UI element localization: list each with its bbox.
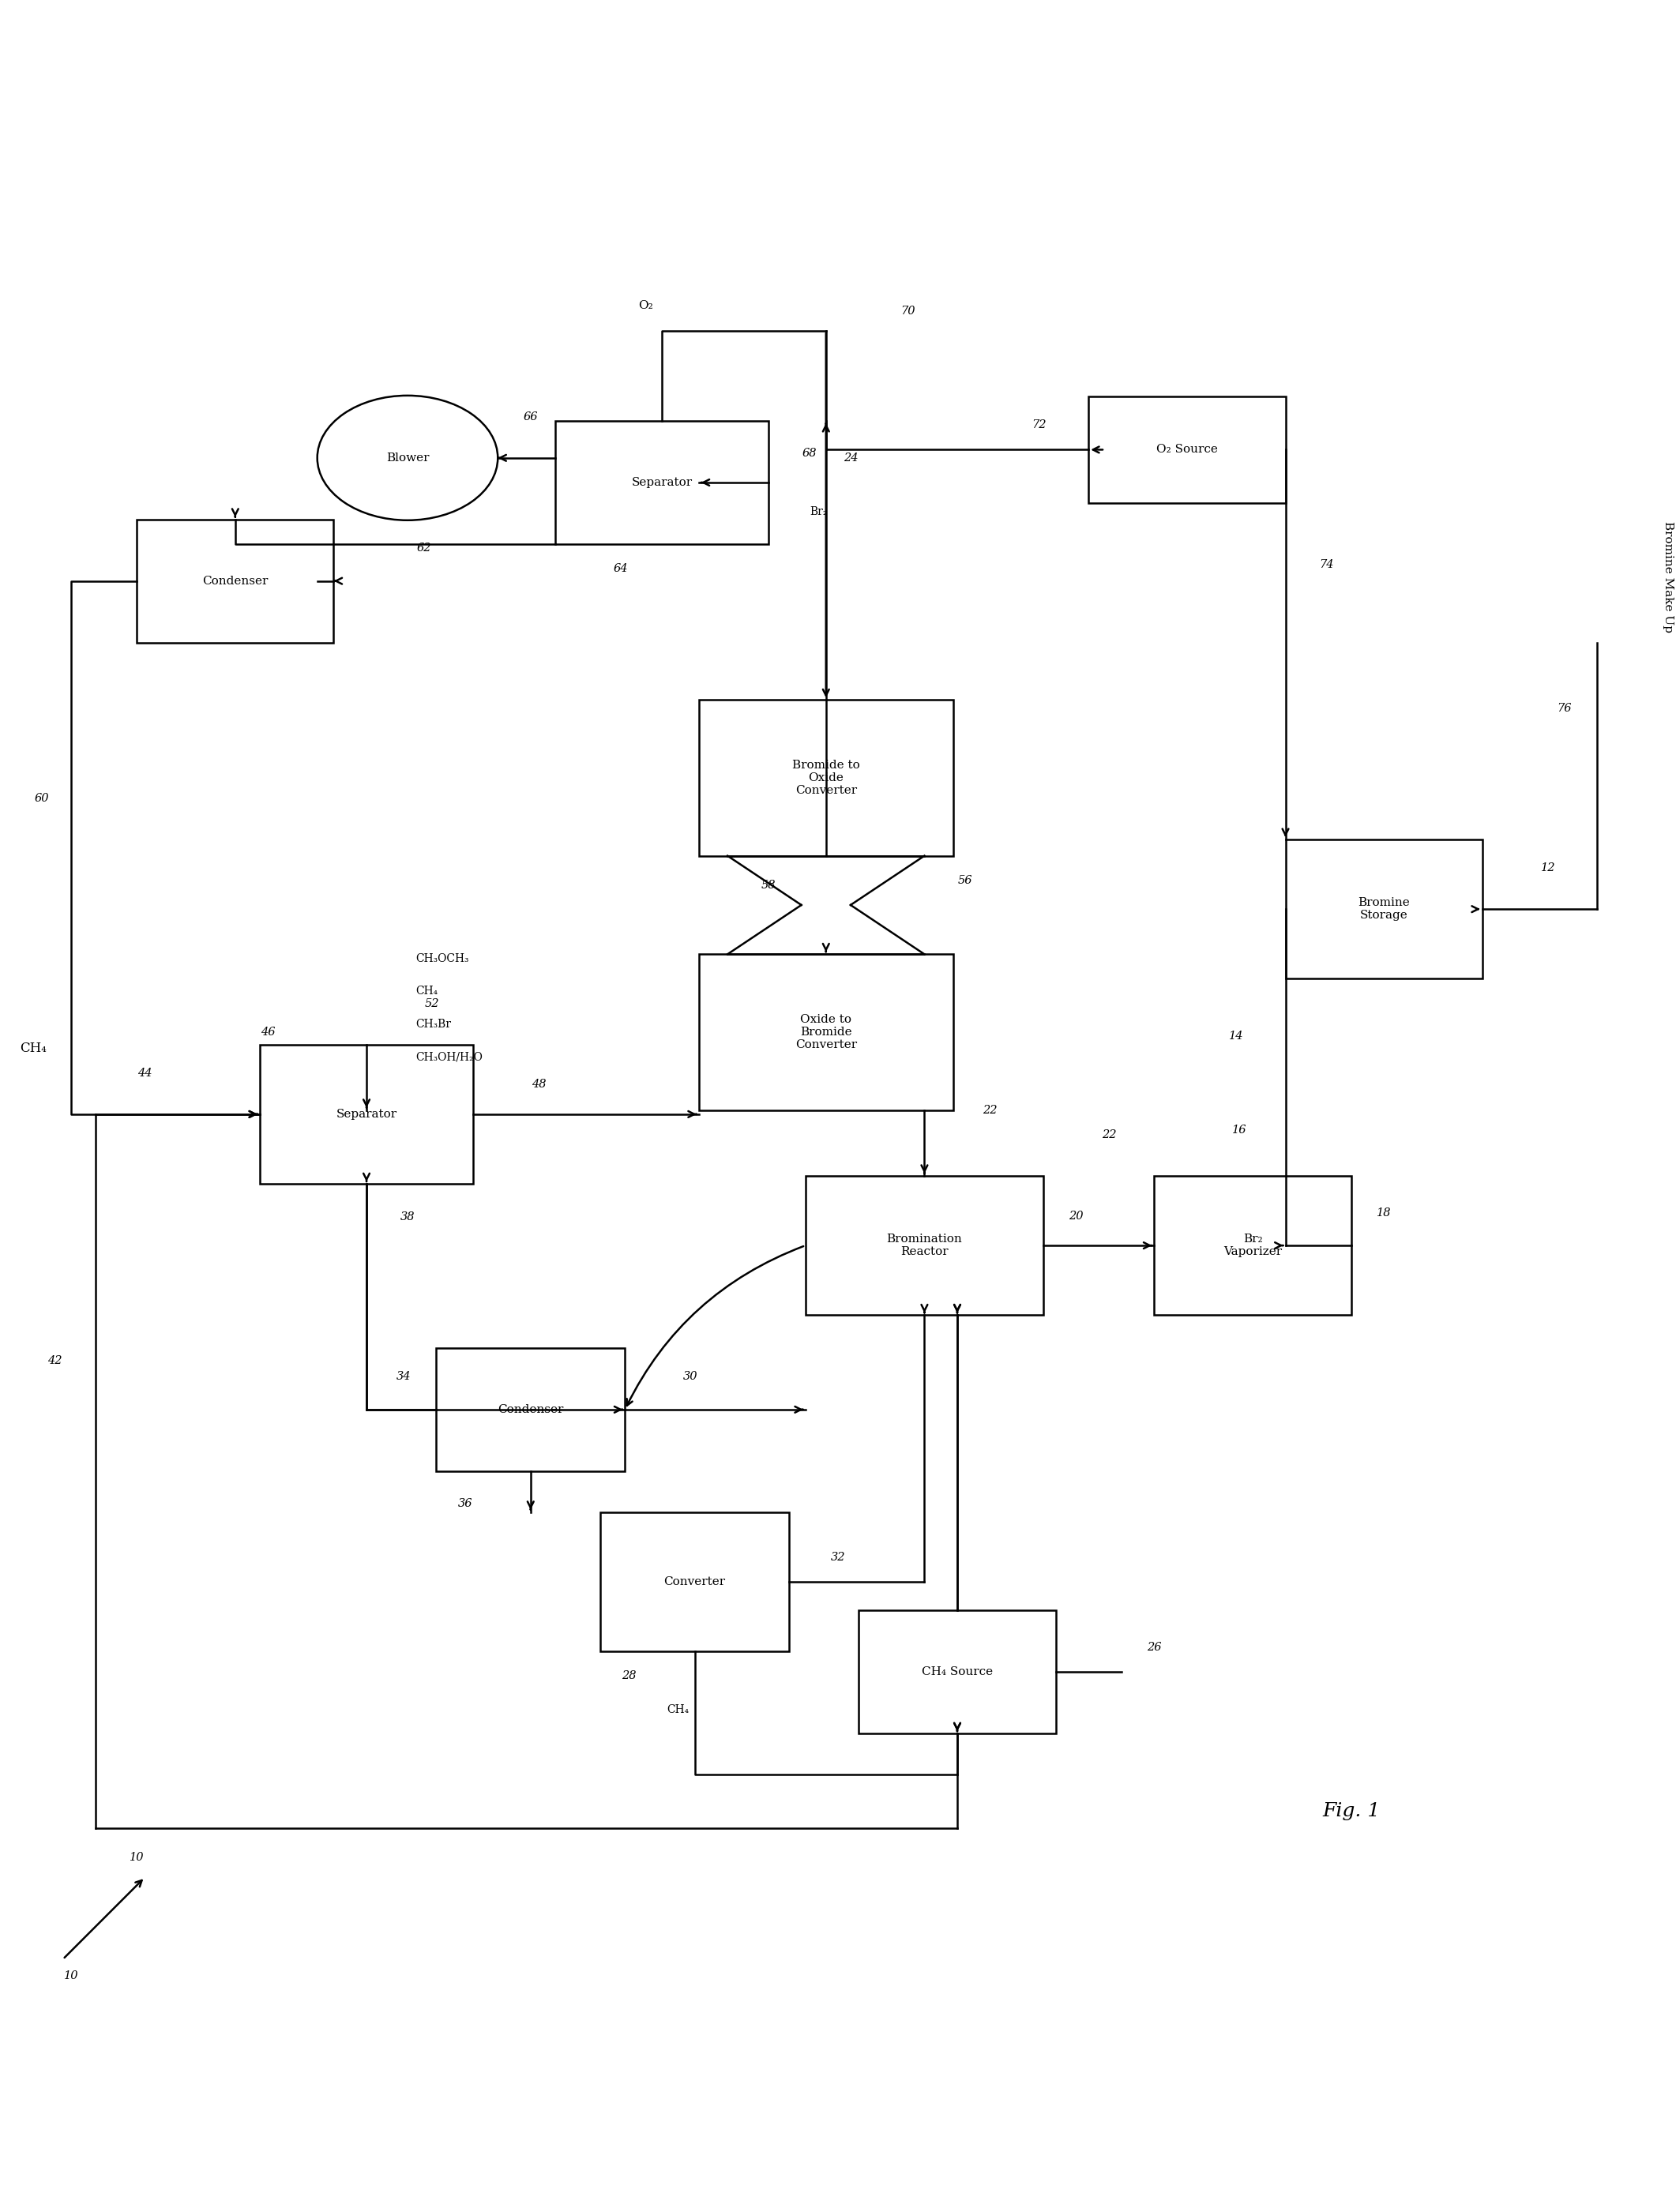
Text: 70: 70 — [900, 305, 915, 316]
Text: 16: 16 — [1232, 1124, 1247, 1135]
Text: CH₄: CH₄ — [667, 1703, 689, 1714]
Text: Condenser: Condenser — [203, 575, 268, 586]
Text: Br₂: Br₂ — [810, 507, 828, 518]
Text: 32: 32 — [831, 1551, 846, 1562]
Text: 10: 10 — [129, 1851, 144, 1863]
Bar — [806, 1177, 1044, 1316]
Bar — [1285, 838, 1482, 980]
Text: Condenser: Condenser — [498, 1405, 563, 1416]
Text: 60: 60 — [34, 792, 49, 803]
Text: 22: 22 — [982, 1104, 997, 1115]
Text: 12: 12 — [1540, 863, 1555, 874]
Text: CH₄: CH₄ — [20, 1042, 47, 1055]
Text: 56: 56 — [959, 876, 972, 887]
Bar — [555, 420, 769, 544]
Text: 68: 68 — [803, 447, 816, 458]
Bar — [260, 1044, 473, 1183]
Text: 26: 26 — [1146, 1641, 1161, 1652]
Bar — [858, 1610, 1056, 1734]
Text: 20: 20 — [1069, 1210, 1083, 1221]
Text: 58: 58 — [761, 880, 776, 891]
Text: 62: 62 — [417, 542, 431, 553]
Text: 74: 74 — [1319, 560, 1334, 571]
Text: 48: 48 — [531, 1079, 546, 1091]
Text: 42: 42 — [47, 1354, 62, 1365]
Text: CH₄ Source: CH₄ Source — [922, 1666, 992, 1677]
Text: 28: 28 — [622, 1670, 637, 1681]
Text: 44: 44 — [137, 1068, 153, 1079]
Text: Fig. 1: Fig. 1 — [1322, 1803, 1379, 1820]
Text: CH₄: CH₄ — [416, 987, 437, 998]
Text: 22: 22 — [1101, 1128, 1116, 1139]
Text: CH₃Br: CH₃Br — [416, 1018, 451, 1029]
Text: 30: 30 — [684, 1371, 697, 1382]
Bar — [436, 1347, 625, 1471]
Text: 36: 36 — [458, 1498, 473, 1509]
Text: Bromide to
Oxide
Converter: Bromide to Oxide Converter — [793, 759, 860, 796]
Text: Bromine
Storage: Bromine Storage — [1358, 898, 1410, 920]
Text: Bromine Make Up: Bromine Make Up — [1663, 522, 1674, 633]
Text: Bromination
Reactor: Bromination Reactor — [887, 1234, 962, 1256]
Text: CH₃OH/H₂O: CH₃OH/H₂O — [416, 1051, 483, 1062]
Text: 38: 38 — [401, 1212, 416, 1223]
Text: 24: 24 — [843, 453, 858, 465]
Text: 52: 52 — [424, 998, 439, 1009]
Bar — [699, 699, 954, 856]
Text: O₂ Source: O₂ Source — [1156, 445, 1218, 456]
Text: Separator: Separator — [337, 1108, 397, 1119]
Text: 76: 76 — [1557, 703, 1572, 714]
Text: 34: 34 — [396, 1371, 411, 1382]
Text: Separator: Separator — [632, 478, 692, 489]
Text: 18: 18 — [1376, 1208, 1391, 1219]
Text: CH₃OCH₃: CH₃OCH₃ — [416, 953, 469, 964]
Text: 10: 10 — [64, 1971, 79, 1982]
Bar — [699, 953, 954, 1110]
Text: Br₂
Vaporizer: Br₂ Vaporizer — [1223, 1234, 1282, 1256]
FancyArrowPatch shape — [627, 1245, 803, 1405]
Text: 14: 14 — [1229, 1031, 1244, 1042]
Text: Converter: Converter — [664, 1577, 726, 1588]
Bar — [600, 1513, 789, 1652]
Text: O₂: O₂ — [639, 301, 654, 312]
Text: Blower: Blower — [385, 453, 429, 465]
Bar — [1088, 396, 1285, 502]
Text: 72: 72 — [1032, 420, 1046, 431]
Bar — [1155, 1177, 1351, 1316]
Bar — [137, 520, 334, 641]
Text: Oxide to
Bromide
Converter: Oxide to Bromide Converter — [794, 1013, 856, 1051]
Text: 66: 66 — [523, 411, 538, 422]
Text: 64: 64 — [613, 564, 628, 575]
Text: 46: 46 — [261, 1026, 275, 1037]
